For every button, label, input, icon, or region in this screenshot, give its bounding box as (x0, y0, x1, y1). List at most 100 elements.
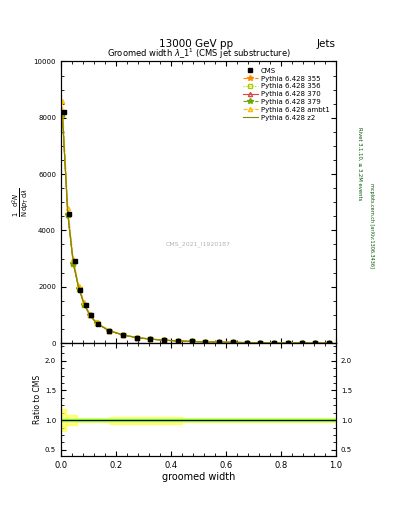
Pythia 6.428 ambt1 (76, 283, 81, 289)
Pythia 6.428 379 (313, 340, 318, 346)
Pythia 6.428 370 (148, 336, 152, 342)
CMS (72, 258, 77, 264)
Pythia 6.428 ambt1 (203, 339, 208, 345)
CMS (217, 339, 222, 345)
Pythia 6.428 370 (272, 339, 277, 346)
Pythia 6.428 z2 (162, 337, 167, 343)
Pythia 6.428 355 (87, 312, 92, 318)
Pythia 6.428 356 (175, 338, 180, 344)
Pythia 6.428 z2 (76, 285, 81, 291)
Pythia 6.428 355 (71, 260, 75, 266)
Pythia 6.428 379 (120, 332, 125, 338)
CMS (203, 339, 208, 345)
Pythia 6.428 z2 (175, 338, 180, 344)
Pythia 6.428 356 (327, 340, 332, 346)
Pythia 6.428 355 (148, 336, 152, 342)
Pythia 6.428 379 (217, 339, 222, 345)
Pythia 6.428 356 (148, 336, 152, 342)
Pythia 6.428 ambt1 (189, 338, 194, 345)
Line: Pythia 6.428 356: Pythia 6.428 356 (60, 113, 331, 345)
Pythia 6.428 379 (203, 339, 208, 345)
Pythia 6.428 379 (162, 337, 167, 343)
Line: Pythia 6.428 ambt1: Pythia 6.428 ambt1 (60, 99, 331, 345)
CMS (244, 339, 249, 346)
Line: Pythia 6.428 z2: Pythia 6.428 z2 (62, 111, 329, 343)
Pythia 6.428 z2 (134, 334, 139, 340)
Pythia 6.428 355 (285, 340, 290, 346)
Pythia 6.428 379 (76, 286, 81, 292)
Y-axis label: Ratio to CMS: Ratio to CMS (33, 375, 42, 424)
Pythia 6.428 370 (162, 337, 167, 343)
Pythia 6.428 379 (134, 334, 139, 340)
Pythia 6.428 379 (285, 340, 290, 346)
Pythia 6.428 370 (244, 339, 249, 346)
Pythia 6.428 370 (76, 286, 81, 292)
Pythia 6.428 ambt1 (230, 339, 235, 346)
Pythia 6.428 ambt1 (313, 340, 318, 346)
Pythia 6.428 355 (76, 285, 81, 291)
Pythia 6.428 370 (258, 339, 263, 346)
Pythia 6.428 z2 (230, 339, 235, 346)
Pythia 6.428 379 (148, 336, 152, 342)
Pythia 6.428 ambt1 (285, 340, 290, 346)
CMS (120, 332, 125, 338)
Pythia 6.428 379 (82, 302, 86, 308)
Pythia 6.428 370 (65, 211, 70, 218)
Pythia 6.428 z2 (148, 336, 152, 342)
CMS (78, 287, 83, 293)
Pythia 6.428 379 (230, 339, 235, 346)
Pythia 6.428 ambt1 (299, 340, 304, 346)
CMS (189, 338, 194, 345)
CMS (162, 337, 167, 344)
X-axis label: groomed width: groomed width (162, 472, 235, 482)
Pythia 6.428 356 (134, 334, 139, 340)
Pythia 6.428 z2 (65, 210, 70, 216)
CMS (313, 340, 318, 346)
Pythia 6.428 355 (82, 301, 86, 307)
Pythia 6.428 379 (258, 339, 263, 346)
Pythia 6.428 355 (244, 339, 249, 346)
Pythia 6.428 379 (327, 340, 332, 346)
Pythia 6.428 ambt1 (65, 205, 70, 211)
Line: CMS: CMS (62, 110, 331, 345)
Text: mcplots.cern.ch [arXiv:1306.3436]: mcplots.cern.ch [arXiv:1306.3436] (369, 183, 374, 268)
Pythia 6.428 370 (313, 340, 318, 346)
Pythia 6.428 z2 (94, 320, 99, 326)
Pythia 6.428 355 (313, 340, 318, 346)
Pythia 6.428 370 (87, 312, 92, 318)
Pythia 6.428 355 (65, 210, 70, 217)
Text: Rivet 3.1.10, ≥ 3.2M events: Rivet 3.1.10, ≥ 3.2M events (357, 127, 362, 201)
Pythia 6.428 z2 (299, 340, 304, 346)
Pythia 6.428 355 (120, 332, 125, 338)
Pythia 6.428 356 (87, 312, 92, 318)
CMS (61, 109, 66, 115)
Pythia 6.428 379 (65, 211, 70, 218)
CMS (67, 210, 72, 217)
Pythia 6.428 355 (230, 339, 235, 346)
Pythia 6.428 370 (299, 340, 304, 346)
Pythia 6.428 ambt1 (162, 337, 167, 343)
Pythia 6.428 z2 (82, 301, 86, 307)
Pythia 6.428 ambt1 (107, 327, 112, 333)
Pythia 6.428 370 (189, 338, 194, 345)
CMS (230, 339, 235, 346)
Pythia 6.428 355 (60, 109, 64, 115)
Pythia 6.428 356 (60, 112, 64, 118)
CMS (299, 340, 304, 346)
Pythia 6.428 370 (327, 340, 332, 346)
Pythia 6.428 370 (71, 260, 75, 266)
Pythia 6.428 356 (217, 339, 222, 345)
Pythia 6.428 z2 (244, 339, 249, 346)
Pythia 6.428 z2 (327, 340, 332, 346)
Pythia 6.428 ambt1 (71, 256, 75, 262)
Legend: CMS, Pythia 6.428 355, Pythia 6.428 356, Pythia 6.428 370, Pythia 6.428 379, Pyt: CMS, Pythia 6.428 355, Pythia 6.428 356,… (240, 65, 332, 123)
Pythia 6.428 355 (134, 334, 139, 340)
Text: Jets: Jets (317, 38, 336, 49)
Pythia 6.428 ambt1 (94, 319, 99, 326)
Pythia 6.428 356 (71, 261, 75, 267)
Pythia 6.428 ambt1 (120, 331, 125, 337)
Pythia 6.428 355 (258, 339, 263, 346)
Pythia 6.428 355 (327, 340, 332, 346)
Pythia 6.428 ambt1 (217, 339, 222, 345)
Pythia 6.428 ambt1 (134, 334, 139, 340)
